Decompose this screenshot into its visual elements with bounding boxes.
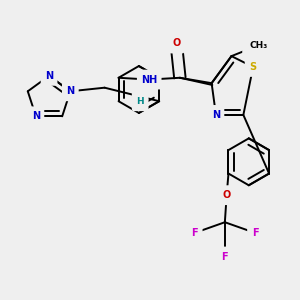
FancyBboxPatch shape (242, 35, 275, 55)
FancyBboxPatch shape (28, 106, 44, 126)
FancyBboxPatch shape (217, 247, 233, 266)
FancyBboxPatch shape (41, 66, 57, 86)
Text: NH: NH (141, 75, 157, 85)
Text: N: N (45, 71, 53, 81)
FancyBboxPatch shape (132, 91, 148, 111)
FancyBboxPatch shape (137, 70, 161, 89)
Text: N: N (32, 111, 40, 121)
Text: N: N (66, 86, 74, 96)
Text: F: F (221, 251, 228, 262)
FancyBboxPatch shape (62, 81, 79, 101)
Text: O: O (172, 38, 180, 49)
Text: F: F (252, 228, 259, 238)
Text: N: N (212, 110, 220, 120)
FancyBboxPatch shape (218, 185, 235, 205)
FancyBboxPatch shape (247, 223, 264, 243)
Text: S: S (250, 62, 257, 72)
FancyBboxPatch shape (168, 34, 184, 53)
Text: CH₃: CH₃ (249, 41, 268, 50)
Text: O: O (223, 190, 231, 200)
FancyBboxPatch shape (245, 57, 262, 77)
FancyBboxPatch shape (186, 223, 202, 243)
FancyBboxPatch shape (208, 105, 224, 125)
Text: F: F (191, 228, 197, 238)
Text: H: H (136, 97, 144, 106)
